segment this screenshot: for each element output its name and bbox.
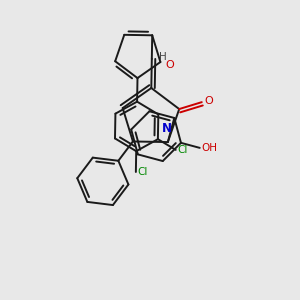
Text: N: N	[162, 122, 172, 135]
Text: O: O	[165, 60, 174, 70]
Text: H: H	[159, 52, 167, 62]
Text: OH: OH	[202, 143, 218, 153]
Text: Cl: Cl	[138, 167, 148, 177]
Text: Cl: Cl	[178, 145, 188, 155]
Text: O: O	[205, 96, 214, 106]
